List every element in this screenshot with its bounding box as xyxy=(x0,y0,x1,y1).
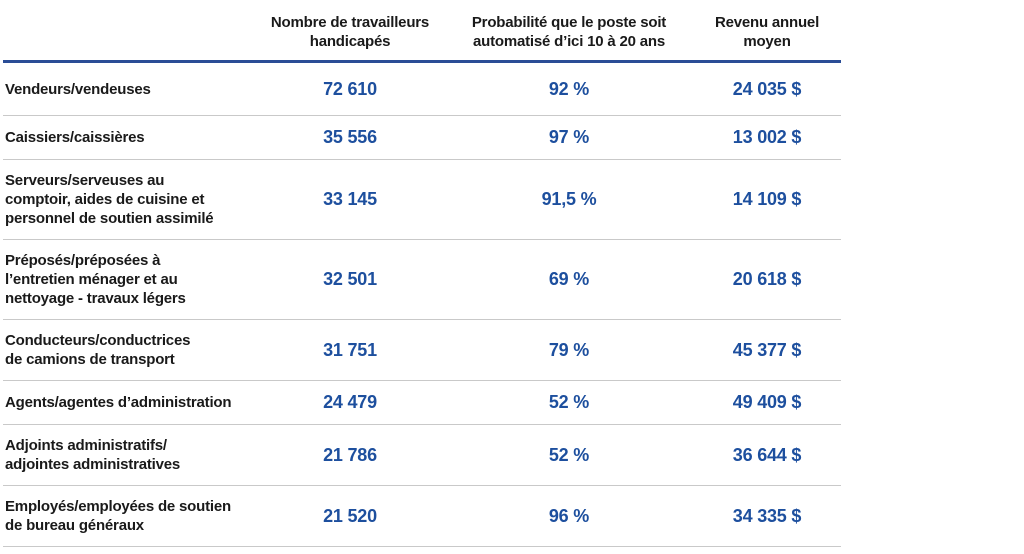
row-label: Adjoints administratifs/ adjointes admin… xyxy=(5,437,181,473)
row-label: Caissiers/caissières xyxy=(5,129,145,146)
row-label: Conducteurs/conductrices de camions de t… xyxy=(5,332,191,368)
table-row: Conducteurs/conductrices de camions de t… xyxy=(3,320,841,381)
income-value: 49 409 $ xyxy=(732,392,802,412)
table-header-row: Nombre de travailleurs handicapés Probab… xyxy=(3,0,841,63)
workers-value: 31 751 xyxy=(323,339,377,360)
table-row: Adjoints administratifs/ adjointes admin… xyxy=(3,425,841,486)
income-value: 34 335 $ xyxy=(732,505,802,526)
probability-value: 96 % xyxy=(548,505,590,526)
table-row: Caissiers/caissières 35 556 97 % 13 002 … xyxy=(3,116,841,160)
table-row: Préposés/préposées à l’entretien ménager… xyxy=(3,240,841,320)
income-value: 36 644 $ xyxy=(732,444,802,465)
probability-value: 52 % xyxy=(548,444,590,465)
probability-value: 97 % xyxy=(548,127,590,147)
income-value: 20 618 $ xyxy=(732,269,802,289)
income-value: 45 377 $ xyxy=(732,339,802,360)
probability-value: 69 % xyxy=(548,269,590,289)
row-label: Vendeurs/vendeuses xyxy=(5,81,151,98)
workers-value: 21 786 xyxy=(323,444,377,465)
income-value: 14 109 $ xyxy=(732,189,802,209)
column-header-workers: Nombre de travailleurs handicapés xyxy=(270,14,430,50)
table-row: Vendeurs/vendeuses 72 610 92 % 24 035 $ xyxy=(3,63,841,116)
probability-value: 52 % xyxy=(548,392,590,412)
table-row: Employés/employées de soutien de bureau … xyxy=(3,486,841,547)
probability-value: 91,5 % xyxy=(541,189,597,209)
column-header-income: Revenu annuel moyen xyxy=(714,14,820,50)
workers-value: 72 610 xyxy=(323,79,377,99)
workers-value: 21 520 xyxy=(323,505,377,526)
workers-value: 24 479 xyxy=(323,392,377,412)
row-label: Préposés/préposées à l’entretien ménager… xyxy=(5,252,186,307)
workers-value: 35 556 xyxy=(323,127,377,147)
table-row: Serveurs/serveuses au comptoir, aides de… xyxy=(3,160,841,240)
table-row: Agents/agentes d’administration 24 479 5… xyxy=(3,381,841,425)
income-value: 24 035 $ xyxy=(732,79,802,99)
workers-value: 33 145 xyxy=(323,189,377,209)
probability-value: 79 % xyxy=(548,339,590,360)
row-label: Employés/employées de soutien de bureau … xyxy=(5,498,231,534)
row-label: Agents/agentes d’administration xyxy=(5,394,232,411)
column-header-probability: Probabilité que le poste soit automatisé… xyxy=(471,14,667,50)
workers-value: 32 501 xyxy=(323,269,377,289)
probability-value: 92 % xyxy=(548,79,590,99)
income-value: 13 002 $ xyxy=(732,127,802,147)
row-label: Serveurs/serveuses au comptoir, aides de… xyxy=(5,172,214,227)
occupations-table: Nombre de travailleurs handicapés Probab… xyxy=(3,0,841,547)
